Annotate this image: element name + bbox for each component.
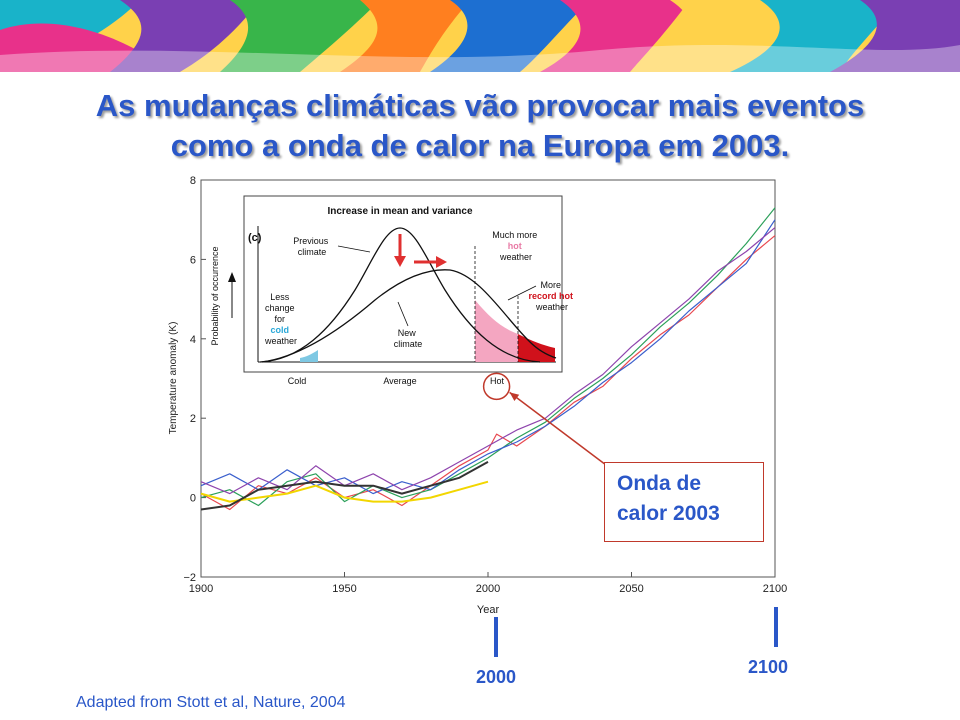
- main-y-tick-label: 4: [190, 334, 196, 346]
- inset-title: Increase in mean and variance: [327, 206, 473, 217]
- slide-title-line-1: As mudanças climáticas vão provocar mais…: [95, 88, 865, 123]
- inset-less-change-label: Less change for cold weather: [264, 292, 297, 346]
- main-y-ticks: −2 0 2 4 6 8: [183, 175, 206, 584]
- inset-panel-label: (c): [248, 232, 262, 244]
- main-x-axis-label: Year: [477, 604, 500, 616]
- main-x-tick-label: 2000: [476, 583, 500, 595]
- year-2100-label: 2100: [748, 657, 789, 677]
- inset-previous-climate-curve: [259, 227, 541, 363]
- main-x-tick-label: 2050: [619, 583, 643, 595]
- decorative-banner: [0, 0, 960, 72]
- year-2100-marker: [774, 607, 778, 647]
- inset-record-pointer: [507, 285, 537, 301]
- inset-much-more-hot-label: Much more hot weather: [492, 230, 540, 262]
- inset-previous-pointer: [337, 245, 371, 253]
- inset-y-axis-label: Probability of occurrence: [210, 246, 220, 345]
- temperature-anomaly-figure: −2 0 2 4 6 8 1900 1950 2000 2050 2100 Year Temper…: [152, 168, 814, 624]
- inset-new-pointer: [397, 301, 409, 327]
- main-y-tick-label: −2: [183, 572, 196, 584]
- series-line-6: [200, 461, 489, 511]
- inset-hot-fill: [475, 300, 518, 362]
- year-2000-label: 2000: [476, 667, 517, 687]
- series-line-2: [200, 207, 776, 507]
- main-x-tick-label: 1900: [189, 583, 213, 595]
- inset-record-hot-label: More record hot weather: [528, 280, 575, 312]
- heatwave-2003-circle: [482, 372, 511, 401]
- slide-title-line-2: como a onda de calor na Europa em 2003.: [170, 128, 790, 163]
- main-y-tick-label: 0: [190, 493, 196, 505]
- annotation-line-2: calor 2003: [617, 502, 720, 525]
- inset-x-tick-cold: Cold: [288, 376, 307, 386]
- heatwave-2003-annotation: Onda de calor 2003: [604, 462, 764, 542]
- main-x-ticks: 1900 1950 2000 2050 2100: [189, 572, 787, 595]
- series-line-3: [200, 219, 776, 495]
- inset-new-climate-label: New climate: [394, 328, 423, 349]
- source-credit: Adapted from Stott et al, Nature, 2004: [76, 694, 346, 711]
- main-y-tick-label: 6: [190, 254, 196, 266]
- slide-title: As mudanças climáticas vão provocar mais…: [20, 86, 940, 166]
- main-y-axis-label: Temperature anomaly (K): [168, 322, 179, 435]
- main-x-tick-label: 2100: [763, 583, 787, 595]
- heatwave-arrowhead: [509, 392, 520, 401]
- year-2000-marker: [494, 617, 498, 657]
- inset-y-arrowhead: [228, 272, 236, 282]
- main-y-tick-label: 2: [190, 413, 196, 425]
- inset-new-climate-curve: [261, 269, 557, 363]
- inset-cold-fill: [300, 350, 318, 362]
- main-series-group: [200, 207, 776, 511]
- inset-down-arrowhead: [394, 256, 406, 267]
- series-line-4: [200, 227, 776, 495]
- main-y-tick-label: 8: [190, 175, 196, 187]
- heatwave-annotation-arrow: [509, 391, 611, 469]
- inset-previous-climate-label: Previous climate: [293, 236, 331, 257]
- annotation-line-1: Onda de: [617, 472, 702, 495]
- series-line-5: [200, 480, 489, 503]
- inset-x-tick-average: Average: [383, 376, 416, 386]
- main-x-tick-label: 1950: [332, 583, 356, 595]
- inset-right-arrowhead: [436, 256, 447, 268]
- inset-x-tick-hot: Hot: [490, 376, 505, 386]
